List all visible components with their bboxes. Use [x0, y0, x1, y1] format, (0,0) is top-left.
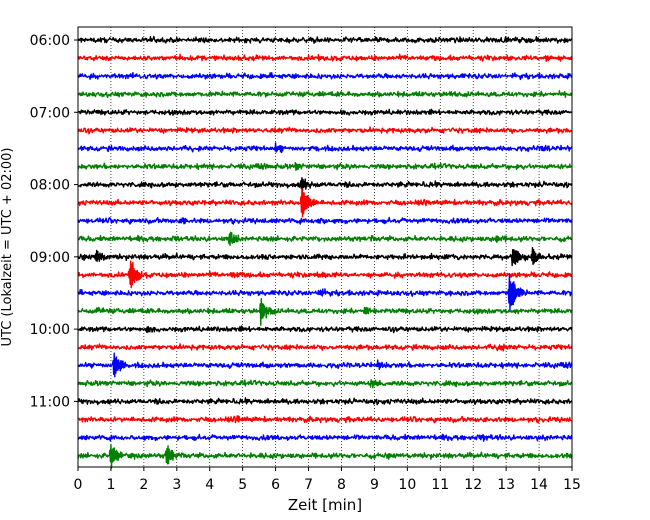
seismogram-trace — [77, 177, 573, 192]
y-axis-ticks: 06:00 07:00 08:00 09:00 10:00 11:00 — [30, 33, 78, 410]
x-tick-label: 12 — [464, 477, 482, 493]
y-axis-label: UTC (Lokalzeit = UTC + 02:00) — [0, 148, 15, 347]
seismogram-trace — [77, 90, 573, 99]
seismogram-trace — [77, 273, 573, 311]
y-tick-label: 08:00 — [30, 178, 70, 194]
seismogram-trace — [77, 216, 573, 225]
seismogram-trace — [77, 161, 573, 172]
seismogram-trace — [77, 433, 573, 442]
x-tick-label: 7 — [304, 477, 313, 493]
seismogram-trace — [77, 108, 573, 116]
seismogram-trace — [77, 415, 573, 424]
y-tick-label: 09:00 — [30, 250, 70, 266]
plot-frame — [77, 26, 573, 468]
x-tick-label: 4 — [205, 477, 214, 493]
seismogram-trace — [77, 379, 573, 389]
x-tick-label: 6 — [271, 477, 280, 493]
seismogram-trace — [77, 343, 573, 352]
x-tick-label: 2 — [139, 477, 148, 493]
y-tick-label: 10:00 — [30, 322, 70, 338]
x-tick-label: 14 — [530, 477, 548, 493]
x-tick-label: 3 — [172, 477, 181, 493]
seismogram-trace — [77, 352, 573, 378]
seismogram-trace — [77, 298, 573, 326]
x-tick-label: 15 — [563, 477, 581, 493]
seismogram-trace — [77, 126, 573, 135]
seismogram-trace — [77, 443, 573, 469]
x-tick-label: 1 — [106, 477, 115, 493]
seismogram-trace — [77, 246, 573, 267]
x-tick-label: 9 — [370, 477, 379, 493]
trace-group — [77, 35, 573, 469]
x-tick-label: 13 — [497, 477, 515, 493]
seismogram-trace — [77, 231, 573, 247]
seismogram-trace — [77, 397, 573, 406]
x-axis-label: Zeit [min] — [288, 496, 362, 514]
seismogram-trace — [77, 35, 573, 44]
seismogram-trace — [77, 142, 573, 154]
y-tick-label: 06:00 — [30, 33, 70, 49]
seismogram-trace — [77, 53, 573, 62]
y-tick-label: 07:00 — [30, 105, 70, 121]
x-tick-label: 0 — [74, 477, 83, 493]
x-tick-label: 11 — [431, 477, 449, 493]
seismogram-trace — [77, 260, 573, 289]
x-tick-label: 10 — [398, 477, 416, 493]
x-tick-label: 8 — [337, 477, 346, 493]
seismogram-trace — [77, 71, 573, 81]
y-tick-label: 11:00 — [30, 394, 70, 410]
seismogram-trace — [77, 188, 573, 218]
x-tick-label: 5 — [238, 477, 247, 493]
grid-lines — [110, 27, 540, 467]
x-axis-ticks: 0 1 2 3 4 5 6 7 8 9 10 11 12 13 14 15 — [74, 467, 581, 493]
seismogram-trace — [77, 325, 573, 334]
